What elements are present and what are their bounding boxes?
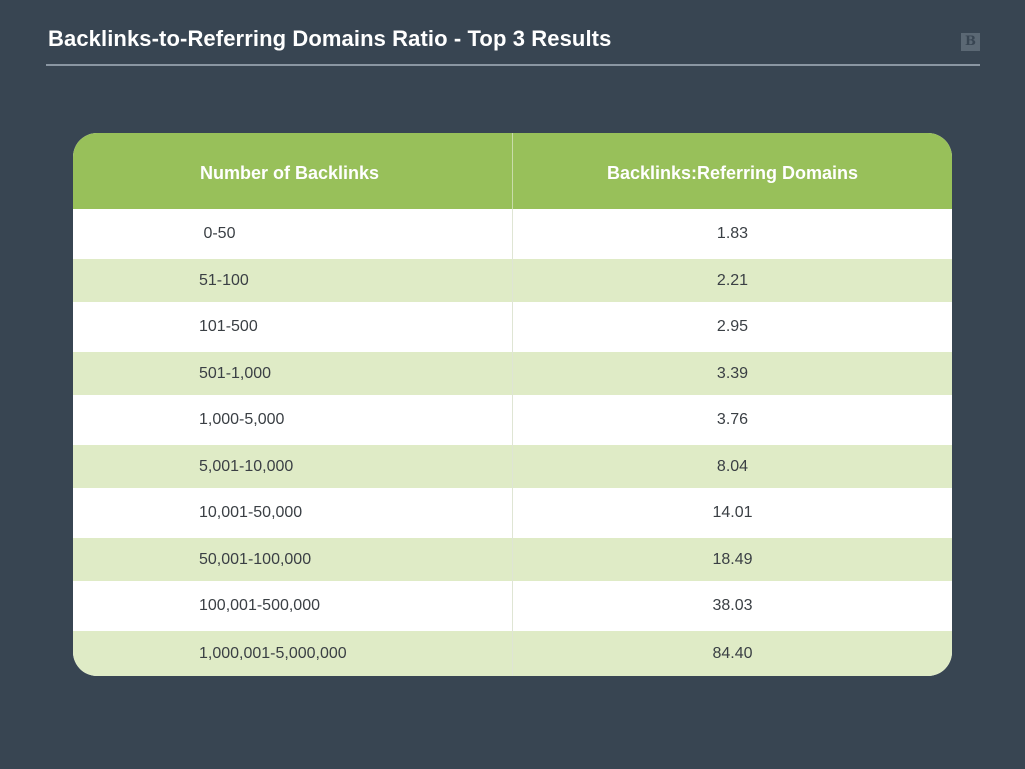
cell-backlinks-range: 100,001-500,000	[199, 597, 320, 614]
cell-ratio-value: 84.40	[712, 644, 753, 662]
cell-ratio-value: 38.03	[712, 597, 753, 614]
table-row: 1,000-5,000 3.76	[73, 395, 952, 445]
cell-backlinks-range: 51-100	[199, 271, 249, 289]
title-divider	[46, 64, 980, 66]
table-row: 0-50 1.83	[73, 209, 952, 259]
column-header-backlinks: Number of Backlinks	[200, 163, 380, 183]
column-divider	[512, 133, 513, 676]
page-title: Backlinks-to-Referring Domains Ratio - T…	[48, 26, 612, 51]
cell-ratio-value: 14.01	[712, 504, 753, 521]
cell-backlinks-range: 1,000,001-5,000,000	[199, 644, 347, 662]
ratio-table: Number of Backlinks Backlinks:Referring …	[73, 133, 952, 676]
cell-ratio-value: 2.95	[716, 318, 749, 335]
cell-backlinks-range: 101-500	[199, 318, 258, 335]
header-column-divider	[512, 133, 513, 209]
table-row: 10,001-50,000 14.01	[73, 488, 952, 538]
cell-ratio-value: 8.04	[716, 457, 749, 475]
cell-backlinks-range: 10,001-50,000	[199, 504, 303, 521]
table-row: 101-500 2.95	[73, 302, 952, 352]
cell-backlinks-range: 1,000-5,000	[199, 411, 285, 428]
column-header-ratio: Backlinks:Referring Domains	[606, 163, 859, 183]
cell-ratio-value: 1.83	[716, 225, 749, 242]
cell-ratio-value: 3.76	[716, 411, 749, 428]
cell-backlinks-range: 501-1,000	[199, 364, 272, 382]
table-row: 100,001-500,000 38.03	[73, 581, 952, 631]
brand-logo-icon: B	[961, 33, 980, 51]
cell-ratio-value: 18.49	[712, 550, 753, 568]
cell-backlinks-range: 5,001-10,000	[199, 457, 294, 475]
cell-ratio-value: 2.21	[716, 271, 749, 289]
cell-backlinks-range: 0-50	[199, 225, 236, 242]
cell-ratio-value: 3.39	[716, 364, 749, 382]
cell-backlinks-range: 50,001-100,000	[199, 550, 312, 568]
